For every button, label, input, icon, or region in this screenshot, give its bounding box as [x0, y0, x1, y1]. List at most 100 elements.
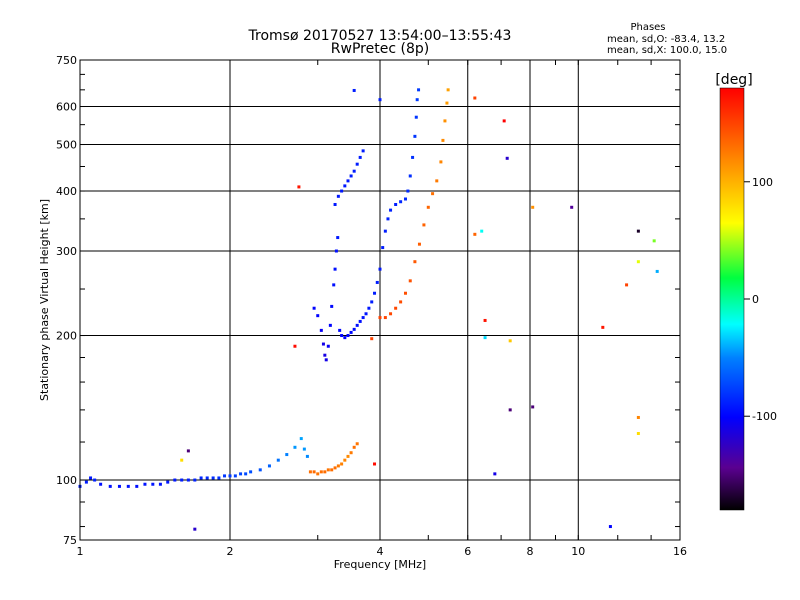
data-point [413, 260, 417, 264]
data-point [108, 484, 112, 488]
colorbar-label: [deg] [715, 72, 752, 88]
data-point [373, 291, 377, 295]
data-point [483, 336, 487, 340]
data-point [199, 476, 203, 480]
data-point [99, 482, 103, 486]
data-point [151, 482, 155, 486]
data-point [338, 328, 342, 332]
data-point [608, 525, 612, 529]
data-point [349, 174, 353, 178]
data-point [343, 458, 347, 462]
x-tick-label: 4 [377, 545, 384, 558]
data-point [346, 179, 350, 183]
data-point [636, 432, 640, 436]
data-point [244, 472, 248, 476]
data-point [180, 478, 184, 482]
x-tick-label: 6 [464, 545, 471, 558]
data-point [340, 462, 344, 466]
data-point [258, 468, 262, 472]
y-tick-label: 200 [56, 330, 77, 343]
data-point [508, 408, 512, 412]
data-point [441, 138, 445, 142]
data-point [352, 445, 356, 449]
data-point [493, 472, 497, 476]
data-point [293, 445, 297, 449]
data-point [399, 200, 403, 204]
data-point [211, 476, 215, 480]
data-point [349, 451, 353, 455]
data-point [205, 476, 209, 480]
data-point [394, 306, 398, 310]
data-point [276, 458, 280, 462]
data-point [84, 480, 88, 484]
data-point [349, 330, 353, 334]
data-point [403, 197, 407, 201]
data-point [426, 205, 430, 209]
data-point [186, 478, 190, 482]
y-axis: 75 100 200 300 400 500 600 750 [56, 54, 680, 547]
data-point [636, 415, 640, 419]
data-point [601, 325, 605, 329]
data-point [373, 462, 377, 466]
data-point [361, 316, 365, 320]
data-point [305, 454, 309, 458]
data-point [636, 229, 640, 233]
data-point [375, 280, 379, 284]
data-point [223, 474, 227, 478]
data-point [473, 96, 477, 100]
data-point [326, 468, 330, 472]
data-point [435, 179, 439, 183]
data-point [445, 101, 449, 105]
info-line-o: mean, sd,O: -83.4, 13.2 [607, 34, 725, 45]
data-point [332, 283, 336, 287]
data-point [312, 306, 316, 310]
data-point [324, 358, 328, 362]
colorbar [719, 87, 745, 511]
y-tick-label: 100 [56, 474, 77, 487]
colorbar-tick-label: 0 [752, 293, 759, 306]
data-point [316, 314, 320, 318]
data-point [299, 437, 303, 441]
data-point [302, 447, 306, 451]
data-point [408, 174, 412, 178]
data-point [358, 155, 362, 159]
grid-lines [80, 60, 680, 540]
data-point [480, 229, 484, 233]
data-point [505, 156, 509, 160]
data-point [173, 478, 177, 482]
data-point [333, 466, 337, 470]
data-point [308, 470, 312, 474]
x-tick-label: 8 [527, 545, 534, 558]
y-tick-label: 300 [56, 245, 77, 258]
data-point [364, 312, 368, 316]
data-point [340, 334, 344, 338]
data-point [406, 189, 410, 193]
data-point [346, 334, 350, 338]
colorbar-ticks: 100 0 -100 [744, 176, 777, 423]
data-point [422, 223, 426, 227]
data-point [531, 205, 535, 209]
data-point [330, 304, 334, 308]
data-point [333, 267, 337, 271]
data-point [446, 88, 450, 92]
y-tick-label: 400 [56, 185, 77, 198]
data-point [336, 194, 340, 198]
data-point [158, 482, 162, 486]
y-tick-label: 600 [56, 101, 77, 114]
x-axis: 1 2 4 6 8 10 16 [77, 60, 687, 558]
data-point [502, 119, 506, 123]
data-point [389, 312, 393, 316]
data-point [408, 279, 412, 283]
x-tick-label: 1 [77, 545, 84, 558]
data-point [411, 155, 415, 159]
data-point [367, 306, 371, 310]
data-point [352, 88, 356, 92]
data-point [267, 464, 271, 468]
data-point [117, 484, 121, 488]
data-point [93, 478, 97, 482]
y-tick-label: 750 [56, 54, 77, 67]
data-point [336, 464, 340, 468]
data-point [378, 316, 382, 320]
data-point [217, 476, 221, 480]
